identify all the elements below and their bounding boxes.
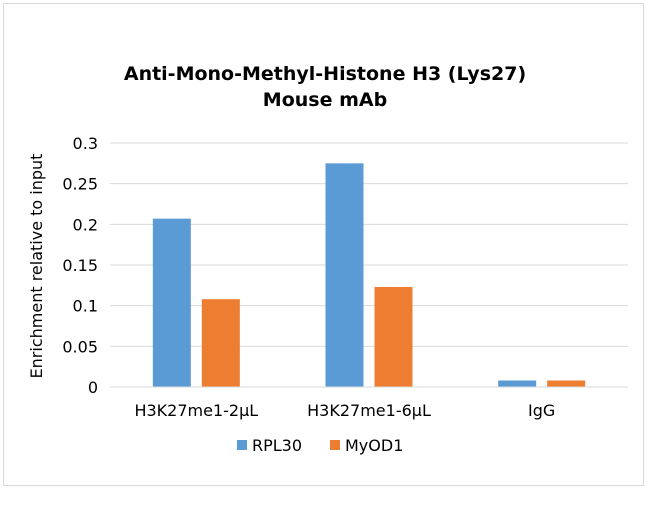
chart-frame bbox=[3, 3, 644, 486]
y-tick-label: 0.2 bbox=[73, 215, 98, 234]
y-tick-label: 0.3 bbox=[73, 134, 98, 153]
bar-rpl30-1 bbox=[325, 163, 364, 387]
chart-title-line2: Mouse mAb bbox=[263, 89, 387, 111]
gridlines bbox=[110, 142, 628, 347]
x-axis-ticks: H3K27me1-2µL H3K27me1-6µL IgG bbox=[134, 401, 555, 420]
legend-label-myod1: MyOD1 bbox=[345, 436, 403, 455]
x-tick-label: H3K27me1-2µL bbox=[134, 401, 258, 420]
y-tick-label: 0.25 bbox=[62, 175, 98, 194]
x-tick-label: IgG bbox=[528, 401, 555, 420]
y-tick-label: 0.1 bbox=[73, 297, 98, 316]
bar-myod1-2 bbox=[547, 380, 586, 387]
bar-rpl30-2 bbox=[498, 380, 537, 387]
bars bbox=[152, 163, 586, 387]
legend-swatch-rpl30 bbox=[237, 440, 247, 450]
legend-swatch-myod1 bbox=[330, 440, 340, 450]
y-tick-label: 0 bbox=[88, 378, 98, 397]
x-tick-label: H3K27me1-6µL bbox=[307, 401, 431, 420]
y-axis-ticks: 0 0.05 0.1 0.15 0.2 0.25 0.3 bbox=[62, 134, 98, 397]
chart-title-line1: Anti-Mono-Methyl-Histone H3 (Lys27) bbox=[124, 63, 526, 85]
bar-myod1-1 bbox=[374, 286, 413, 387]
legend-label-rpl30: RPL30 bbox=[252, 436, 302, 455]
y-tick-label: 0.15 bbox=[62, 256, 98, 275]
y-axis-title: Enrichment relative to input bbox=[27, 154, 46, 379]
bar-myod1-0 bbox=[201, 299, 240, 387]
bar-rpl30-0 bbox=[152, 218, 191, 387]
legend: RPL30 MyOD1 bbox=[237, 436, 403, 455]
y-tick-label: 0.05 bbox=[62, 337, 98, 356]
